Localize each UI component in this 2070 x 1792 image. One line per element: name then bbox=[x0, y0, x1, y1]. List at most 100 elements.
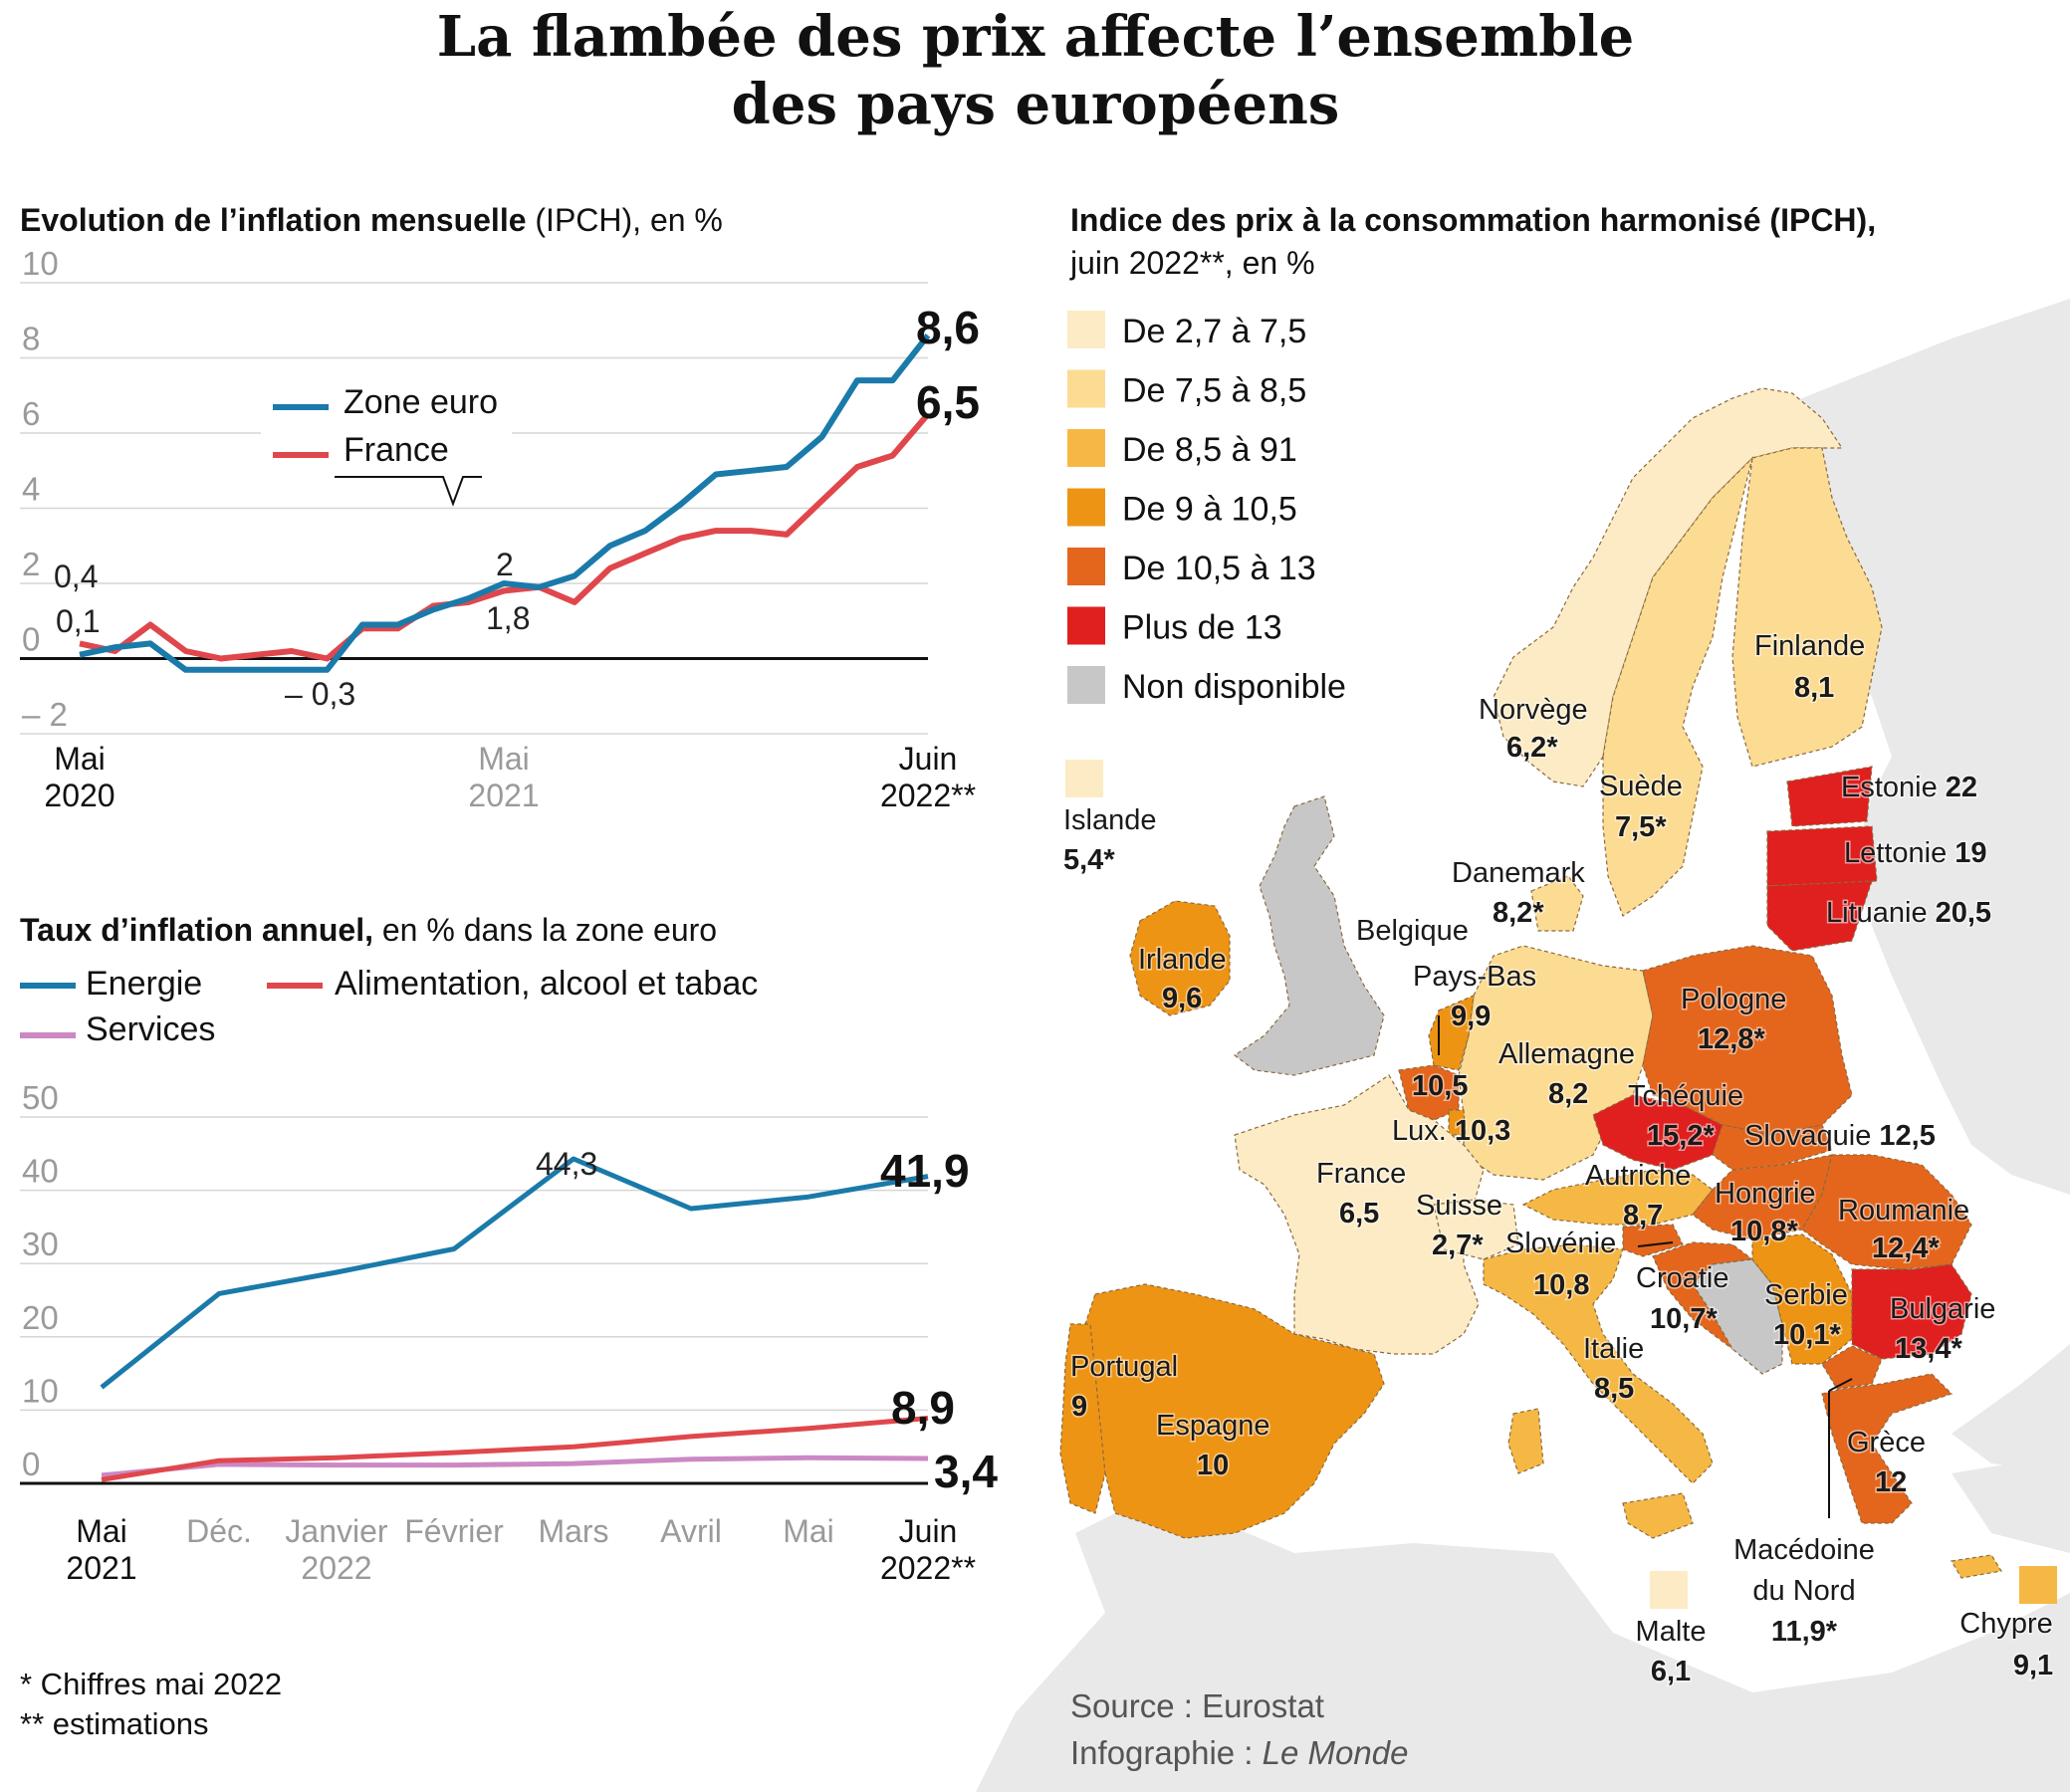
credit-line: Infographie : Le Monde bbox=[1070, 1734, 1408, 1771]
leader-slovenie bbox=[1637, 1241, 1674, 1247]
map-title-bold: Indice des prix à la consommation harmon… bbox=[1070, 202, 1876, 238]
chart1-gridlines bbox=[20, 282, 928, 735]
chart2-x-label: Mars bbox=[538, 1513, 608, 1549]
chart1-series-line bbox=[79, 334, 931, 673]
country-grece bbox=[1821, 1373, 1954, 1524]
credit-prefix: Infographie : bbox=[1070, 1734, 1263, 1771]
label-estonie-name: Estonie bbox=[1841, 772, 1938, 803]
europe-map: Indice des prix à la consommation harmon… bbox=[976, 202, 2070, 1792]
chart1-title-bold: Evolution de l’inflation mensuelle bbox=[20, 202, 527, 238]
label-macedoine-value: 11,9* bbox=[1771, 1616, 1838, 1648]
country-pays-bas bbox=[1428, 995, 1475, 1071]
map-legend-label: De 9 à 10,5 bbox=[1122, 491, 1297, 529]
label-finlande-value: 8,1 bbox=[1794, 672, 1834, 704]
label-danemark-value: 8,2* bbox=[1493, 897, 1544, 929]
country-macedoine bbox=[1821, 1345, 1883, 1390]
legend-label-france: France bbox=[344, 431, 449, 469]
chart2-series-line bbox=[101, 1455, 929, 1478]
map-subtitle: juin 2022**, en % bbox=[1069, 245, 1315, 281]
annotation-france-first: 0,4 bbox=[54, 559, 98, 594]
chart1-y-tick: 4 bbox=[22, 471, 40, 508]
country-pologne bbox=[1642, 945, 1853, 1136]
chart1-y-tick: 8 bbox=[22, 321, 40, 357]
label-croatie-value: 10,7* bbox=[1650, 1303, 1718, 1335]
chart1-y-tick: – 2 bbox=[22, 696, 68, 733]
chart2-x-label: Avril bbox=[660, 1513, 722, 1549]
label-lituanie-name: Lituanie bbox=[1826, 897, 1928, 929]
chart1-legend: Zone euro France bbox=[261, 370, 512, 507]
map-legend-swatch bbox=[1067, 666, 1105, 704]
label-macedoine-line1: Macédoine bbox=[1733, 1534, 1875, 1566]
country-lituanie bbox=[1766, 880, 1873, 952]
map-legend-swatch bbox=[1067, 606, 1105, 645]
end-label-alimentation: 8,9 bbox=[891, 1382, 955, 1434]
annotation-zone-first: 0,1 bbox=[56, 603, 100, 639]
label-autriche-value: 8,7 bbox=[1623, 1200, 1663, 1232]
chart2-x-label: Mai bbox=[76, 1513, 127, 1549]
annual-inflation-chart: Taux d’inflation annuel, en % dans la zo… bbox=[20, 912, 998, 1586]
annotation-energie-peak: 44,3 bbox=[536, 1146, 597, 1182]
map-legend-swatch bbox=[1067, 429, 1105, 467]
label-roumanie-name: Roumanie bbox=[1838, 1195, 1969, 1227]
label-bulgarie-value: 13,4* bbox=[1895, 1333, 1962, 1365]
chart1-series-line bbox=[79, 412, 931, 662]
chart1-annotations: 0,1 0,4 – 0,3 2 1,8 bbox=[54, 547, 530, 712]
monthly-inflation-chart: Evolution de l’inflation mensuelle (IPCH… bbox=[20, 202, 980, 813]
chypre-swatch bbox=[2019, 1566, 2057, 1604]
label-malte-name: Malte bbox=[1636, 1616, 1707, 1648]
map-legend: De 2,7 à 7,5 De 7,5 à 8,5 De 8,5 à 91 De 9 … bbox=[1067, 311, 1346, 706]
label-lituanie-value: 20,5 bbox=[1936, 897, 1991, 929]
country-sicile bbox=[1622, 1492, 1694, 1539]
malte-swatch bbox=[1650, 1571, 1688, 1609]
label-slovaquie-name: Slovaquie bbox=[1744, 1120, 1871, 1152]
label-bulgarie-name: Bulgarie bbox=[1890, 1293, 1995, 1325]
label-pologne-value: 12,8* bbox=[1698, 1023, 1765, 1055]
label-lettonie: Lettonie 19 bbox=[1844, 837, 1986, 869]
chart2-y-tick: 10 bbox=[22, 1372, 59, 1409]
legend-label-energie: Energie bbox=[86, 965, 202, 1003]
footnote-mai-2022: * Chiffres mai 2022 bbox=[20, 1667, 282, 1701]
map-legend-label: De 10,5 à 13 bbox=[1122, 550, 1316, 587]
label-islande-name: Islande bbox=[1063, 804, 1157, 836]
label-lux: Lux. 10,3 bbox=[1392, 1115, 1510, 1147]
label-grece-value: 12 bbox=[1875, 1466, 1907, 1498]
map-legend-swatch bbox=[1067, 488, 1105, 527]
chart1-x-label-year: 2022** bbox=[880, 778, 976, 813]
chart2-legend: Energie Alimentation, alcool et tabac Se… bbox=[20, 965, 758, 1048]
chart2-x-label-year: 2022** bbox=[880, 1550, 976, 1586]
country-serbie bbox=[1751, 1233, 1853, 1365]
label-suede-name: Suède bbox=[1599, 771, 1683, 802]
chart2-x-label-year: 2021 bbox=[66, 1550, 136, 1586]
legend-pointer bbox=[335, 476, 482, 507]
chart2-y-ticks: 50 40 30 20 10 0 bbox=[22, 1079, 59, 1482]
label-tcheque-name: Tchéquie bbox=[1628, 1080, 1743, 1112]
chart2-y-tick: 0 bbox=[22, 1446, 40, 1482]
chart2-x-label: Juin bbox=[899, 1513, 958, 1549]
map-countries bbox=[1059, 387, 2002, 1579]
country-chypre-ile bbox=[1951, 1554, 2002, 1579]
label-irlande-value: 9,6 bbox=[1162, 983, 1202, 1014]
chart2-y-tick: 40 bbox=[22, 1153, 59, 1190]
end-label-services: 3,4 bbox=[934, 1446, 998, 1497]
label-allemagne-name: Allemagne bbox=[1498, 1038, 1635, 1070]
label-pays-bas-value: 9,9 bbox=[1451, 1001, 1491, 1032]
chart2-series-line bbox=[101, 1416, 929, 1482]
label-tcheque-value: 15,2* bbox=[1647, 1120, 1715, 1152]
map-title: Indice des prix à la consommation harmon… bbox=[1070, 202, 1876, 238]
label-autriche-name: Autriche bbox=[1585, 1160, 1691, 1192]
annotation-france-mid: 1,8 bbox=[486, 600, 530, 636]
label-malte-value: 6,1 bbox=[1651, 1656, 1691, 1687]
chart2-x-label: Mai bbox=[783, 1513, 834, 1549]
map-legend-label: De 7,5 à 8,5 bbox=[1122, 372, 1306, 410]
map-legend-swatch bbox=[1067, 369, 1105, 408]
end-label-zone-euro: 8,6 bbox=[916, 302, 980, 353]
label-hongrie-name: Hongrie bbox=[1715, 1178, 1816, 1210]
chart2-y-tick: 20 bbox=[22, 1299, 59, 1336]
country-suisse bbox=[1433, 1199, 1519, 1260]
map-legend-label: Plus de 13 bbox=[1122, 609, 1282, 647]
label-france-name: France bbox=[1316, 1158, 1406, 1190]
chart2-gridlines bbox=[20, 1116, 928, 1485]
chart1-y-tick: 10 bbox=[22, 245, 59, 282]
chart1-x-label-year: 2020 bbox=[44, 778, 115, 813]
main-title-line1: La flambée des prix affecte l’ensemble bbox=[437, 4, 1635, 70]
